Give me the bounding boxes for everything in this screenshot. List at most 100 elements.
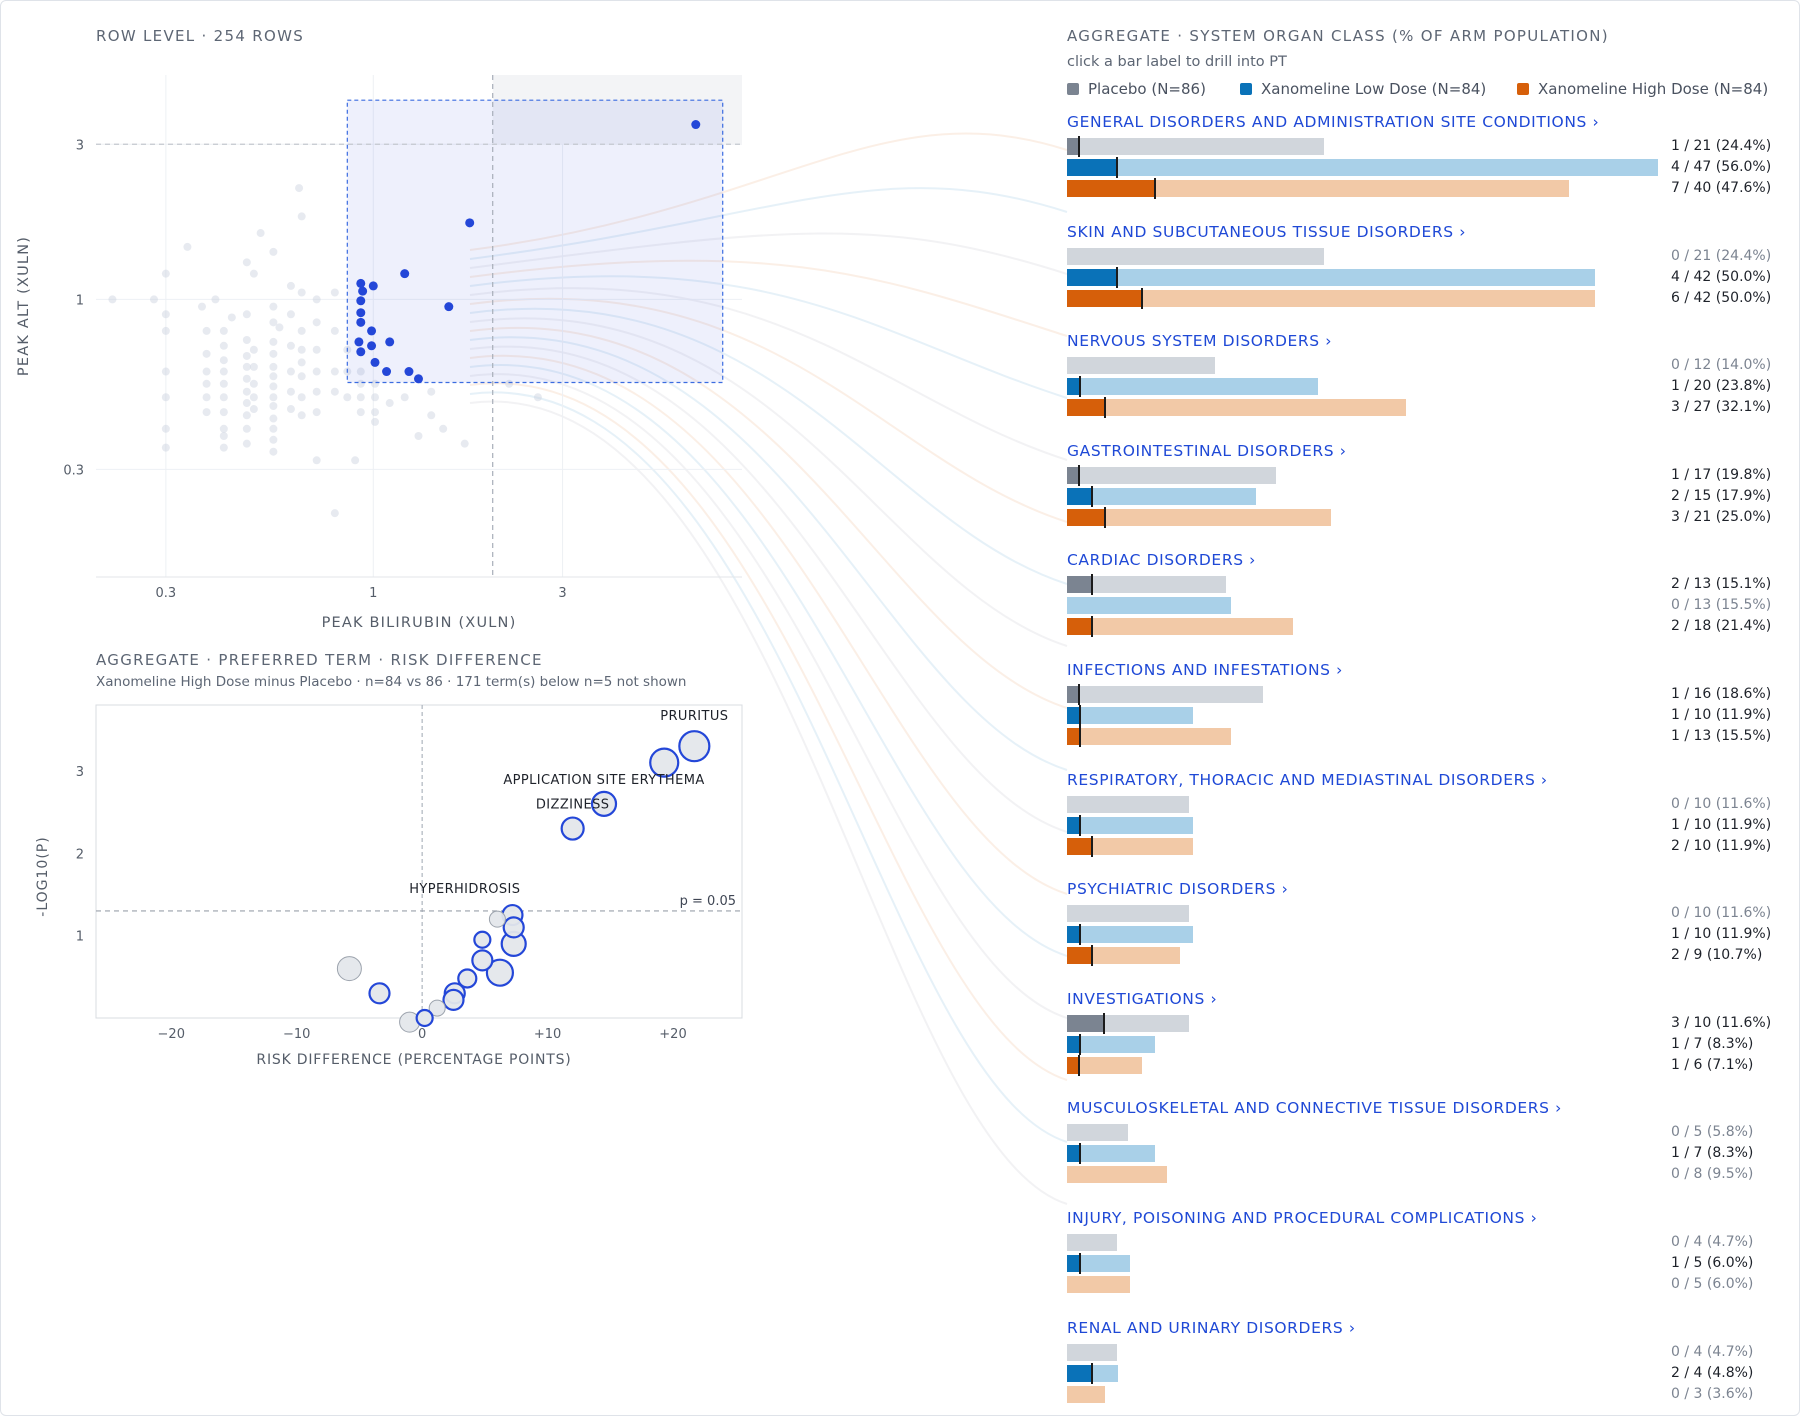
low-dose-bar-row[interactable]: 4 / 47 (56.0%) xyxy=(1067,157,1771,178)
placebo-bar-row[interactable]: 1 / 16 (18.6%) xyxy=(1067,684,1771,705)
placebo-bar-row[interactable]: 0 / 10 (11.6%) xyxy=(1067,795,1771,814)
placebo-bar-row[interactable]: 2 / 13 (15.1%) xyxy=(1067,574,1771,596)
soc-drilldown-link[interactable]: GENERAL DISORDERS AND ADMINISTRATION SIT… xyxy=(1067,113,1600,131)
selected-point[interactable] xyxy=(354,337,364,347)
selected-point[interactable] xyxy=(367,341,377,351)
x-tick-label: +20 xyxy=(659,1027,686,1042)
low-dose-bar-row[interactable]: 1 / 10 (11.9%) xyxy=(1067,924,1771,946)
bubble-annotation: DIZZINESS xyxy=(536,798,610,813)
placebo-bar-row[interactable]: 3 / 10 (11.6%) xyxy=(1067,1012,1771,1034)
preferred-term-bubble[interactable] xyxy=(502,916,525,939)
selected-point[interactable] xyxy=(358,286,368,296)
low-dose-bar-row[interactable]: 1 / 10 (11.9%) xyxy=(1067,705,1771,726)
placebo-bar-row[interactable]: 0 / 12 (14.0%) xyxy=(1067,357,1771,375)
bilirubin-alt-scatter-plot[interactable]: 0.3 0.3 1 1 3 3 PEAK BILIRUBIN (XULN) PEAK ALT … xyxy=(0,60,760,640)
placebo-bar-row[interactable]: 0 / 21 (24.4%) xyxy=(1067,247,1771,266)
bubble-annotation: PRURITUS xyxy=(660,709,728,724)
high-dose-bar-row[interactable]: 0 / 8 (9.5%) xyxy=(1067,1166,1767,1184)
low-dose-total-bar xyxy=(1067,816,1193,834)
risk-difference-volcano-plot[interactable]: −20 −10 0 +10 +20 1 2 3 p = 0.05 PRURITUS APPLICAT… xyxy=(0,695,760,1075)
high-dose-bar-row[interactable]: 6 / 42 (50.0%) xyxy=(1067,287,1771,309)
selected-point[interactable] xyxy=(404,367,414,377)
high-dose-bar-row[interactable]: 2 / 9 (10.7%) xyxy=(1067,945,1767,967)
low-dose-bar-row[interactable]: 1 / 7 (8.3%) xyxy=(1067,1033,1767,1055)
legend-high-dose[interactable]: Xanomeline High Dose (N=84) xyxy=(1517,80,1768,98)
selected-point[interactable] xyxy=(465,218,475,228)
ribbon-curve xyxy=(469,373,1068,1019)
placebo-bar-row[interactable]: 0 / 10 (11.6%) xyxy=(1067,905,1771,923)
selected-point[interactable] xyxy=(370,357,380,367)
legend-placebo[interactable]: Placebo (N=86) xyxy=(1067,80,1206,98)
preferred-term-bubble[interactable] xyxy=(442,988,465,1011)
low-dose-bar-row[interactable]: 1 / 5 (6.0%) xyxy=(1067,1253,1767,1274)
high-dose-bar-row[interactable]: 1 / 13 (15.5%) xyxy=(1067,726,1771,747)
preferred-term-bubble[interactable] xyxy=(488,910,506,928)
preferred-term-bubble[interactable] xyxy=(473,930,492,949)
high-dose-selection-marker xyxy=(1103,397,1106,419)
preferred-term-bubble[interactable] xyxy=(428,999,446,1017)
soc-drilldown-link[interactable]: CARDIAC DISORDERS › xyxy=(1067,551,1256,570)
high-dose-bar-row[interactable]: 7 / 40 (47.6%) xyxy=(1067,178,1771,199)
brush-selection[interactable] xyxy=(346,99,724,384)
soc-drilldown-link[interactable]: MUSCULOSKELETAL AND CONNECTIVE TISSUE DI… xyxy=(1067,1099,1562,1118)
soc-drilldown-link[interactable]: INFECTIONS AND INFESTATIONS › xyxy=(1067,661,1343,679)
legend-low-dose[interactable]: Xanomeline Low Dose (N=84) xyxy=(1240,80,1486,98)
high-dose-bar-row[interactable]: 2 / 18 (21.4%) xyxy=(1067,616,1771,638)
high-dose-bar-row[interactable]: 0 / 5 (6.0%) xyxy=(1067,1276,1767,1294)
low-dose-bar-row[interactable]: 2 / 4 (4.8%) xyxy=(1067,1362,1767,1384)
selected-point[interactable] xyxy=(385,337,395,347)
preferred-term-bubble[interactable] xyxy=(560,816,585,841)
high-dose-bar-row[interactable]: 2 / 10 (11.9%) xyxy=(1067,835,1771,857)
placebo-bar-row[interactable]: 0 / 4 (4.7%) xyxy=(1067,1343,1767,1362)
high-dose-total-bar xyxy=(1067,1166,1168,1184)
ribbon-curve xyxy=(469,327,1068,709)
placebo-bar-row[interactable]: 0 / 4 (4.7%) xyxy=(1067,1234,1767,1252)
selected-point[interactable] xyxy=(356,278,366,288)
low-dose-bar-row[interactable]: 1 / 7 (8.3%) xyxy=(1067,1143,1767,1165)
preferred-term-bubble[interactable] xyxy=(485,958,515,987)
selected-point[interactable] xyxy=(413,374,423,384)
preferred-term-bubble[interactable] xyxy=(471,949,494,972)
low-dose-bar-row[interactable]: 2 / 15 (17.9%) xyxy=(1067,485,1771,507)
soc-drilldown-link[interactable]: SKIN AND SUBCUTANEOUS TISSUE DISORDERS › xyxy=(1067,222,1466,241)
high-dose-bar-row[interactable]: 0 / 3 (3.6%) xyxy=(1067,1385,1767,1404)
preferred-term-bubble[interactable] xyxy=(415,1008,434,1028)
placebo-bar-row[interactable]: 1 / 17 (19.8%) xyxy=(1067,464,1771,486)
preferred-term-bubble[interactable] xyxy=(649,747,680,778)
high-dose-total-bar xyxy=(1067,618,1293,636)
low-dose-bar-row[interactable]: 1 / 20 (23.8%) xyxy=(1067,376,1771,398)
soc-drilldown-link[interactable]: RESPIRATORY, THORACIC AND MEDIASTINAL DI… xyxy=(1067,770,1548,789)
low-dose-bar-row[interactable]: 0 / 13 (15.5%) xyxy=(1067,597,1771,615)
high-dose-bar-row[interactable]: 1 / 6 (7.1%) xyxy=(1067,1054,1767,1076)
selected-point[interactable] xyxy=(382,367,392,377)
high-dose-bar-row[interactable]: 3 / 27 (32.1%) xyxy=(1067,397,1771,419)
preferred-term-bubble[interactable] xyxy=(368,982,391,1005)
preferred-term-bubble[interactable] xyxy=(678,730,711,763)
soc-drilldown-link[interactable]: PSYCHIATRIC DISORDERS › xyxy=(1067,880,1289,899)
selected-point[interactable] xyxy=(400,269,410,279)
low-dose-bar-row[interactable]: 4 / 42 (50.0%) xyxy=(1067,266,1771,288)
selected-point[interactable] xyxy=(356,296,366,306)
selected-point[interactable] xyxy=(356,308,366,318)
placebo-selected-bar xyxy=(1067,576,1092,594)
selected-point[interactable] xyxy=(356,317,366,327)
soc-drilldown-link[interactable]: INJURY, POISONING AND PROCEDURAL COMPLIC… xyxy=(1067,1209,1538,1227)
high-dose-bar-row[interactable]: 3 / 21 (25.0%) xyxy=(1067,506,1771,528)
soc-drilldown-link[interactable]: NERVOUS SYSTEM DISORDERS › xyxy=(1067,332,1333,351)
low-dose-bar-row[interactable]: 1 / 10 (11.9%) xyxy=(1067,814,1771,836)
placebo-total-bar xyxy=(1067,357,1215,375)
selected-point[interactable] xyxy=(356,347,366,357)
placebo-bar-row[interactable]: 1 / 21 (24.4%) xyxy=(1067,136,1771,157)
ribbon-curve xyxy=(469,132,1068,251)
selected-point[interactable] xyxy=(444,302,454,312)
preferred-term-bubble[interactable] xyxy=(457,968,478,989)
preferred-term-bubble[interactable] xyxy=(590,790,618,817)
selected-point[interactable] xyxy=(691,120,701,130)
soc-drilldown-link[interactable]: RENAL AND URINARY DISORDERS › xyxy=(1067,1318,1356,1337)
selected-point[interactable] xyxy=(367,326,377,336)
placebo-bar-row[interactable]: 0 / 5 (5.8%) xyxy=(1067,1124,1767,1142)
soc-drilldown-link[interactable]: GASTROINTESTINAL DISORDERS › xyxy=(1067,441,1347,460)
preferred-term-bubble[interactable] xyxy=(336,956,362,982)
soc-drilldown-link[interactable]: INVESTIGATIONS › xyxy=(1067,989,1218,1008)
selected-point[interactable] xyxy=(368,281,378,291)
